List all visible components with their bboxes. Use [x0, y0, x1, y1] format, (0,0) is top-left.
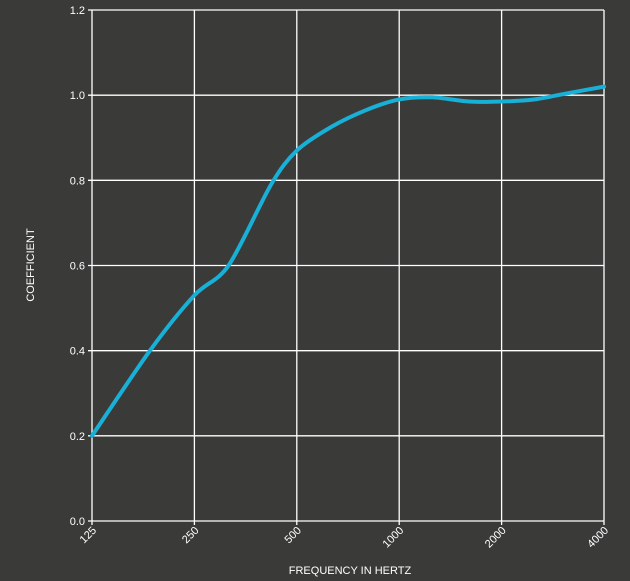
- x-tick-label: 500: [282, 525, 303, 546]
- series-layer: [90, 84, 606, 438]
- x-tick-label: 4000: [585, 525, 611, 551]
- x-axis-label: FREQUENCY IN HERTZ: [289, 565, 412, 577]
- series-line: [90, 84, 606, 438]
- x-tick-label: 250: [180, 525, 201, 546]
- y-tick-label: 1.0: [70, 90, 85, 102]
- y-tick-label: 1.2: [70, 5, 85, 17]
- y-tick-label: 0.2: [70, 431, 85, 443]
- x-tick-label: 1000: [381, 525, 407, 551]
- y-tick-label: 0.0: [70, 516, 85, 528]
- y-tick-label: 0.8: [70, 175, 85, 187]
- y-tick-label: 0.6: [70, 261, 85, 273]
- x-tick-label: 2000: [483, 525, 509, 551]
- grid: [88, 9, 605, 525]
- y-axis-label: COEFFICIENT: [25, 228, 37, 302]
- y-tick-label: 0.4: [70, 346, 85, 358]
